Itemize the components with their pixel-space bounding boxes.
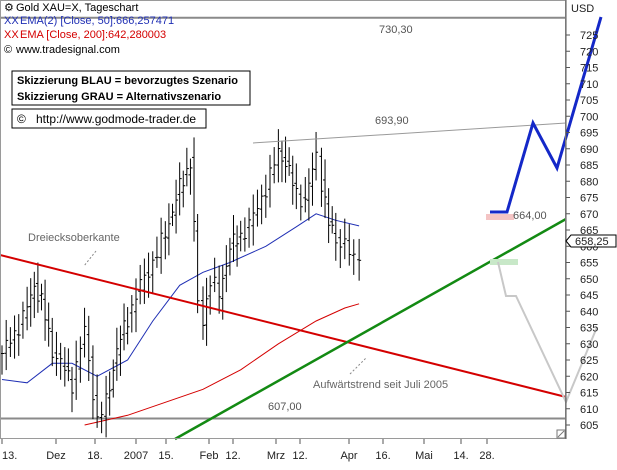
legend-grey-text: Skizzierung GRAU = Alternativszenario <box>17 91 221 103</box>
x-tick-label: 12. <box>225 450 240 462</box>
source-label: www.tradesignal.com <box>15 44 120 56</box>
ema50-marker: XX <box>4 15 19 27</box>
x-tick-label: Dez <box>46 450 66 462</box>
y-tick-label: 645 <box>580 290 598 302</box>
y-tick-label: 635 <box>580 323 598 335</box>
x-tick-label: Apr <box>340 450 357 462</box>
ema200-line <box>84 303 360 426</box>
x-axis: 13. Dez 18. 2007 15. Feb 12. Mrz 12. Apr 16. Mai 14.… <box>1 439 495 462</box>
x-tick-label: Mrz <box>267 450 285 462</box>
x-tick-label: 15. <box>158 450 173 462</box>
x-tick-label: 18. <box>87 450 102 462</box>
y-tick-label: 630 <box>580 339 598 351</box>
legend-frame <box>11 70 251 106</box>
level-lines <box>0 16 566 420</box>
y-tick-label: 615 <box>580 388 598 400</box>
y-axis: 6056106156206256306356406456506556606656… <box>566 30 598 432</box>
header: ⚙ Gold XAU=X, Tageschart XX EMA(2) [Clos… <box>4 2 174 56</box>
url-frame <box>11 108 207 129</box>
scenario-blue-path <box>490 16 603 214</box>
x-tick-label: 28. <box>479 450 494 462</box>
last-price-frame <box>565 234 617 248</box>
x-tick-label: 12. <box>292 450 307 462</box>
y-axis-title: USD <box>571 3 594 15</box>
x-tick-label: Mai <box>415 450 433 462</box>
y-tick-label: 715 <box>580 63 598 75</box>
ema200-label: EMA [Close, 200]:642,280003 <box>20 29 166 41</box>
chart-title: Gold XAU=X, Tageschart <box>16 2 138 14</box>
x-tick-label: 14. <box>453 450 468 462</box>
ema200-marker: XX <box>4 29 19 41</box>
zone-664 <box>486 214 514 220</box>
legend-blue-text: Skizzierung BLAU = bevorzugtes Szenario <box>17 75 238 87</box>
x-tick-label: 16. <box>375 450 390 462</box>
triangle-top-line <box>252 122 567 144</box>
y-tick-label: 705 <box>580 95 598 107</box>
y-tick-label: 620 <box>580 371 598 383</box>
annotation-aufwaerts: Aufwärtstrend seit Juli 2005 <box>313 379 448 391</box>
y-tick-label: 725 <box>580 30 598 42</box>
resize-grip-mark <box>557 430 565 438</box>
zone-support <box>490 259 518 265</box>
url-box: © http://www.godmode-trader.de <box>11 108 207 129</box>
y-tick-label: 680 <box>580 176 598 188</box>
level-label-607: 607,00 <box>268 401 302 413</box>
y-tick-label: 685 <box>580 160 598 172</box>
y-tick-label: 695 <box>580 128 598 140</box>
scenarios <box>486 16 603 405</box>
y-tick-label: 710 <box>580 79 598 91</box>
last-price-badge: 658,25 <box>565 234 617 248</box>
ema50-label: EMA(2) [Close, 50]:666,257471 <box>20 15 174 27</box>
y-tick-label: 665 <box>580 225 598 237</box>
last-price-value: 658,25 <box>575 236 609 248</box>
y-tick-label: 625 <box>580 355 598 367</box>
y-tick-label: 700 <box>580 111 598 123</box>
title-icon: ⚙ <box>4 2 14 14</box>
level-label-693: 693,90 <box>375 115 409 127</box>
annotation-dreieck-pointer <box>83 250 97 267</box>
y-tick-label: 670 <box>580 209 598 221</box>
indicators <box>1 213 360 426</box>
triangle-upper-line <box>0 254 567 398</box>
x-tick-label: Feb <box>200 450 219 462</box>
y-tick-label: 605 <box>580 420 598 432</box>
scenario-grey-path <box>497 261 598 405</box>
copyright-icon: © <box>4 44 12 56</box>
x-tick-label: 2007 <box>124 450 148 462</box>
y-tick-label: 640 <box>580 306 598 318</box>
legend-box: Skizzierung BLAU = bevorzugtes Szenario … <box>11 70 251 106</box>
x-tick-label: 13. <box>2 450 17 462</box>
y-tick-label: 650 <box>580 274 598 286</box>
trend-lines <box>0 122 567 441</box>
y-tick-label: 675 <box>580 193 598 205</box>
level-label-664: 664,00 <box>513 210 547 222</box>
y-tick-label: 690 <box>580 144 598 156</box>
url-text[interactable]: http://www.godmode-trader.de <box>36 112 196 126</box>
uptrend-line <box>174 217 567 441</box>
y-tick-label: 720 <box>580 46 598 58</box>
level-label-730: 730,30 <box>379 24 413 36</box>
ema50-line <box>1 213 360 384</box>
y-tick-label: 655 <box>580 258 598 270</box>
y-tick-label: 610 <box>580 404 598 416</box>
annotation-dreieck: Dreiecksoberkante <box>28 232 120 244</box>
price-bars <box>0 129 362 438</box>
url-copyright-icon: © <box>17 112 26 126</box>
